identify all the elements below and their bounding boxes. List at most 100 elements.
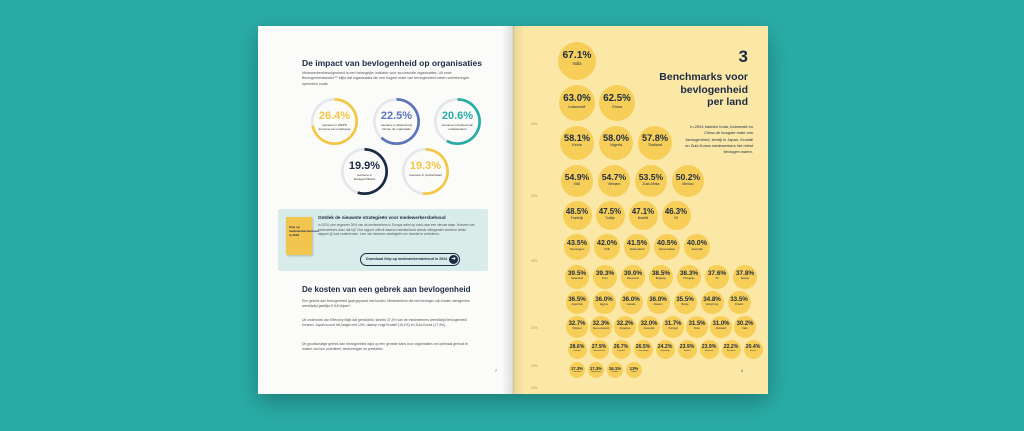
country-label: Slovenië [704,349,714,352]
country-value: 40.5% [657,239,677,247]
country-bubble: 16.1% Kroatië [607,362,623,378]
country-bubble: 36.0% Canada [619,290,643,314]
left-page: De impact van bevlogenheid op organisati… [258,26,513,394]
country-value: 31.5% [688,320,706,327]
country-label: Canada [626,302,636,306]
country-label: Zwitserland [629,246,645,251]
impact-stat-circle: 19.9% toename in klantgerichtheid [341,148,388,195]
country-value: 36.0% [649,295,667,303]
country-label: Servië [749,349,757,352]
country-label: Filipijnen [572,326,582,330]
country-bubble: 58.1% Kenia [560,126,594,160]
impact-stat-value: 22.5% [380,110,413,122]
country-value: 28.6% [569,343,585,350]
country-label: Rusland [726,349,736,352]
country-bubble: 62.5% China [599,85,635,121]
country-bubble: 39.0% Roemenië [621,265,645,289]
report-cover-title: Grip op medewerkersbehoud in 2024 [289,225,320,237]
country-label: Duitsland [715,326,727,330]
country-value: 27.9% [591,343,607,350]
section-title-costs: De kosten van een gebrek aan bevlogenhei… [302,285,471,294]
download-report-button[interactable]: Download Grip op medewerkersbehoud in 20… [360,253,461,266]
promo-text: In 2024, nee ongeveer 34% van de medewer… [318,223,475,237]
costs-paragraph-1: Een gebrek aan bevlogenheid gaat gepaard… [302,299,470,308]
country-value: 36.5% [568,295,586,303]
country-bubble: 42.0% Chili [594,234,620,260]
country-bubble: 27.9% Griekenland [589,339,609,359]
country-bubble: 39.5% Nederland [565,265,589,289]
scale-label: 50% [531,194,538,198]
country-label: Taiwan [683,349,691,352]
country-label: Polen [693,326,701,330]
country-bubble: 47.1% Brazilië [628,200,658,230]
right-page: 60% 50% 40% 30% 20% 10% 67.1% India 63.0% Indone… [513,26,768,394]
report-cover-image: Grip op medewerkersbehoud in 2024 [286,217,319,255]
country-label: Nieuw-Zeeland [592,326,610,330]
country-label: Hong Kong [705,302,719,306]
country-label: Griekenland [593,349,605,352]
scale-label: 10% [531,386,538,390]
chapter-title: Benchmarks voor bevlogenheid per land [623,71,748,109]
country-value: 46.3% [664,206,688,216]
country-bubble: 36.0% Zweden [646,290,670,314]
country-value: 58.1% [563,133,590,144]
chapter-title-line: bevlogenheid [680,83,748,96]
country-label: India [572,61,582,67]
country-label: Brazilië [637,215,649,220]
country-label: Mexico [682,182,694,187]
country-value: 26.5% [635,343,651,350]
country-label: Egypte [600,302,608,306]
country-bubble: 17.3% Litouwen [569,362,585,378]
country-label: Italië [742,326,748,330]
country-label: Tsjechië [617,349,625,352]
country-value: 16.1% [608,365,622,371]
country-label: Luxemburg [637,349,649,352]
country-value: 57.8% [641,133,668,144]
country-value: 26.7% [613,343,629,350]
country-bubble: 26.5% Luxemburg [633,339,653,359]
country-value: 32.2% [616,320,634,327]
scale-label: 30% [531,326,538,330]
country-bubble: 32.0% Oostenrijk [638,316,660,338]
country-bubble: 47.5% Turkije [595,200,625,230]
country-value: 40.0% [687,239,707,247]
country-label: Zuid-Afrika [642,182,660,187]
country-label: Ierland [573,349,581,352]
scale-label: 60% [531,122,538,126]
country-value: 24.2% [657,343,673,350]
country-bubble: 41.5% Zwitserland [624,234,650,260]
country-bubble: 48.5% Frankrijk [562,200,592,230]
country-value: 63.0% [563,92,591,104]
country-bubble: 38.3% Hongarije [677,265,701,289]
country-value: 22.2% [723,343,739,350]
country-bubble: 34.8% Hong Kong [700,290,724,314]
impact-stat-circle: 19.3% toename in productiviteit [402,148,449,195]
country-value: 20.4% [745,343,761,350]
country-label: Nederland [570,277,584,281]
country-label: Bulgarije [655,277,667,281]
country-bubble: 40.0% Australië [684,234,710,260]
country-value: 37.8% [735,270,755,278]
country-bubble: 67.1% India [558,42,596,80]
country-value: 23.9% [701,343,717,350]
country-bubble: 22.2% Rusland [721,339,741,359]
country-value: 53.5% [638,172,664,183]
country-label: Slowakije [660,349,670,352]
country-label: Singapore [619,326,631,330]
country-value: 31.7% [664,320,682,327]
impact-stat-label: toename in klantgerichtheid [353,173,375,181]
country-bubble: 46.3% VS [661,200,691,230]
country-bubble: 17.3% Zuid-Korea [588,362,604,378]
scale-label: 40% [531,259,538,263]
country-bubble: 38.5% Bulgarije [649,265,673,289]
country-bubble: 53.5% Zuid-Afrika [635,165,667,197]
country-value: 35.5% [676,295,694,303]
country-label: Peru [602,277,608,281]
country-value: 67.1% [562,50,592,62]
country-label: Zweden [653,302,663,306]
impact-stat-circle: 20.6% toename in behoud van medewerkers [434,98,481,145]
intro-text: Medewerkersbevlogenheid is een belangrij… [302,71,470,86]
country-label: Vietnam [607,182,621,187]
impact-stat-label: toename in behoud van medewerkers [441,123,474,131]
country-value: 58.0% [602,133,629,144]
